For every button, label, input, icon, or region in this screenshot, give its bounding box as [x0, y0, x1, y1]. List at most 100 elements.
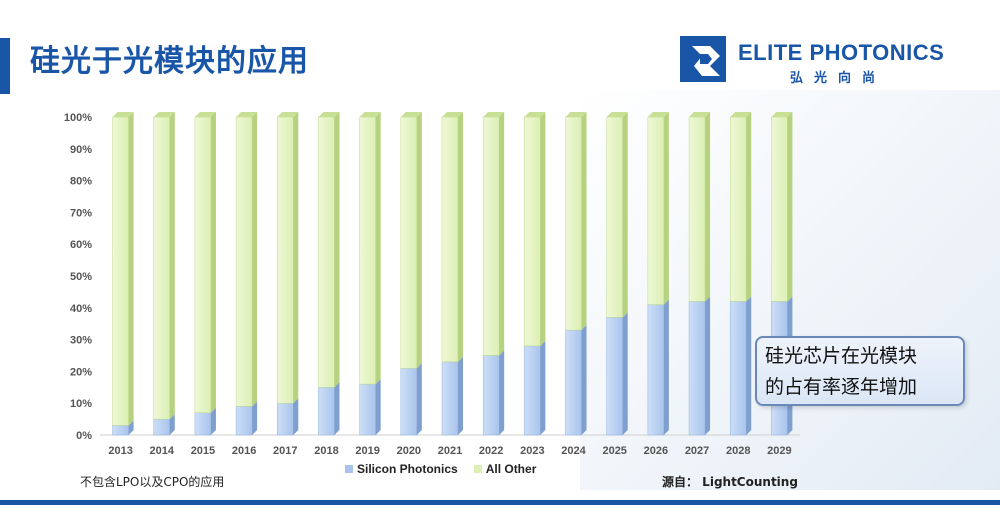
bar-side-silicon [334, 382, 340, 435]
y-tick-label: 20% [70, 366, 92, 378]
bar-all-other [194, 116, 212, 413]
bar-silicon-photonics [565, 329, 582, 436]
y-tick-label: 80% [70, 176, 92, 188]
x-tick-label: 2020 [397, 445, 421, 457]
bar-side-silicon [416, 363, 422, 435]
bar-side-other [746, 112, 752, 302]
x-tick-label: 2029 [767, 445, 791, 457]
bar-top-face [112, 112, 134, 117]
x-tick-label: 2022 [479, 445, 503, 457]
bar-top-face [277, 112, 299, 117]
legend-label-silicon: Silicon Photonics [357, 462, 458, 476]
x-tick-label: 2025 [602, 445, 626, 457]
legend-swatch-other [473, 465, 482, 473]
y-tick-label: 70% [70, 207, 92, 219]
bar-top-face [606, 112, 628, 117]
bar-side-other [499, 112, 505, 356]
bar-all-other [482, 116, 500, 356]
bar-side-silicon [252, 401, 258, 435]
bar-all-other [524, 116, 541, 347]
bar-top-face [400, 112, 422, 117]
bar-silicon-photonics [153, 418, 171, 436]
x-tick-label: 2013 [108, 445, 132, 457]
bar-side-other [581, 112, 587, 331]
bar-side-silicon [581, 325, 587, 435]
bar-top-face [318, 112, 340, 117]
bar-silicon-photonics [359, 383, 376, 436]
bar-side-other [416, 112, 422, 369]
legend-label-other: All Other [485, 462, 537, 476]
x-tick-label: 2023 [520, 445, 544, 457]
bar-top-face [524, 112, 546, 117]
bar-side-other [540, 112, 546, 346]
bar-all-other [112, 116, 129, 426]
bar-side-other [293, 112, 299, 404]
bar-side-other [210, 112, 216, 413]
bar-top-face [730, 112, 752, 117]
bar-silicon-photonics [112, 425, 129, 436]
bar-top-face [442, 112, 463, 117]
bar-side-other [252, 112, 258, 407]
bar-silicon-photonics [441, 361, 459, 436]
footnote: 不包含LPO以及CPO的应用 [80, 475, 225, 489]
bar-all-other [647, 116, 665, 305]
bar-top-face [689, 112, 711, 117]
source-credit: 源自： LightCounting [662, 475, 798, 489]
bar-all-other [606, 116, 623, 318]
bar-all-other [688, 116, 706, 302]
bar-top-face [359, 112, 381, 117]
x-tick-label: 2019 [355, 445, 379, 457]
y-tick-label: 40% [70, 303, 92, 315]
bar-all-other [277, 116, 294, 404]
y-tick-label: 50% [70, 271, 92, 283]
bar-side-silicon [169, 414, 175, 435]
callout-line-1: 硅光芯片在光模块 [765, 345, 918, 367]
bar-all-other [729, 116, 747, 302]
y-tick-label: 30% [70, 335, 92, 347]
bar-all-other [565, 116, 582, 331]
bar-silicon-photonics [194, 412, 212, 436]
bar-side-silicon [540, 340, 546, 435]
bar-side-other [622, 112, 628, 318]
bar-silicon-photonics [606, 317, 623, 436]
bar-side-silicon [293, 398, 299, 435]
page-title: 硅光于光模块的应用 [30, 44, 309, 79]
bar-side-other [169, 112, 175, 420]
bar-side-silicon [705, 296, 711, 435]
bar-side-silicon [746, 296, 752, 435]
legend-item-other: All Other [473, 462, 537, 476]
bar-silicon-photonics [482, 355, 500, 436]
bar-silicon-photonics [235, 406, 253, 436]
y-tick-label: 60% [70, 239, 92, 251]
callout-box: 硅光芯片在光模块 的占有率逐年增加 [755, 336, 965, 406]
bar-silicon-photonics [524, 345, 541, 436]
y-tick-label: 90% [70, 144, 92, 156]
bar-top-face [565, 112, 587, 117]
bar-side-other [375, 112, 381, 385]
logo-subtext: 弘光向尚 [790, 71, 887, 86]
bar-side-other [128, 112, 134, 426]
chart-legend: Silicon Photonics All Other [345, 462, 536, 476]
bar-top-face [483, 112, 505, 117]
bar-top-face [236, 112, 258, 117]
legend-item-silicon: Silicon Photonics [345, 462, 458, 476]
bar-all-other [359, 116, 376, 385]
bar-all-other [153, 116, 171, 420]
bar-side-silicon [499, 350, 505, 435]
x-tick-label: 2016 [232, 445, 256, 457]
bar-all-other [400, 116, 418, 369]
bar-all-other [771, 116, 788, 302]
bar-side-other [787, 112, 793, 302]
x-tick-label: 2014 [150, 445, 175, 457]
x-tick-label: 2028 [726, 445, 750, 457]
title-accent-bar [0, 38, 10, 94]
bar-all-other [441, 116, 459, 363]
x-tick-label: 2024 [561, 445, 586, 457]
bar-side-silicon [663, 299, 669, 435]
bar-top-face [153, 112, 175, 117]
bar-silicon-photonics [729, 301, 747, 436]
x-tick-label: 2021 [438, 445, 462, 457]
bar-side-other [334, 112, 340, 388]
logo-text: ELITE PHOTONICS [738, 40, 945, 65]
